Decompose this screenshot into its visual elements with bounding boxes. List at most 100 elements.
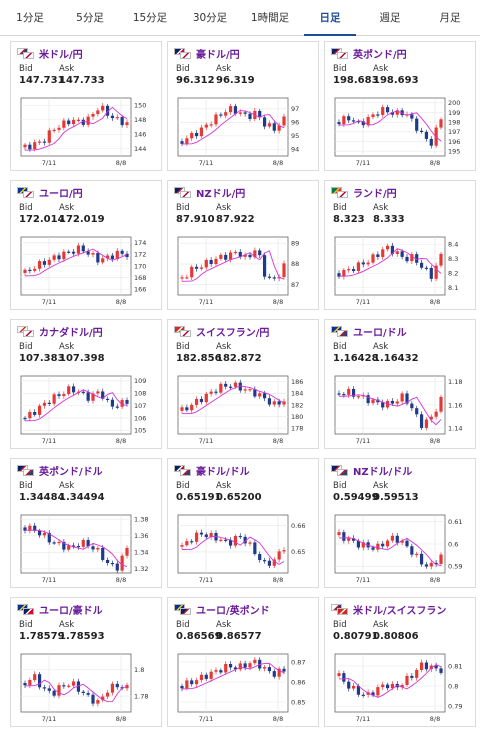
chart-svg: 7/11 8/8 97 96 95 94 — [177, 97, 299, 167]
us-flag-icon — [337, 329, 348, 337]
tab-4[interactable]: 1時間足 — [250, 12, 290, 24]
candle-body — [115, 563, 119, 571]
candle-body — [204, 534, 208, 538]
pair-name-link[interactable]: 米ドル/スイスフラン — [353, 606, 447, 617]
mini-candlestick-chart[interactable]: 7/11 8/8 97 96 95 94 — [168, 94, 320, 170]
candle-body — [371, 114, 375, 118]
candle-body — [356, 121, 361, 123]
pair-name-link[interactable]: 米ドル/円 — [39, 50, 83, 61]
timeframe-tabs: 1分足 5分足 15分足 30分足 1時間足 日足 週足 月足 — [0, 0, 480, 36]
pair-name-link[interactable]: ユーロ/ドル — [353, 328, 407, 339]
rate-card[interactable]: ユーロ/円 Bid Ask 172.014 172.019 7/11 8/8 174 172 17… — [10, 180, 162, 310]
y-tick-label: 1.18 — [448, 378, 462, 386]
mini-candlestick-chart[interactable]: 7/11 8/8 186 184 182 180 178 — [168, 372, 320, 448]
bid-label: Bid — [176, 64, 190, 74]
mini-candlestick-chart[interactable]: 7/11 8/8 1.38 1.36 1.34 1.32 — [11, 511, 163, 587]
candle-body — [190, 132, 194, 139]
pair-name-link[interactable]: 豪ドル/円 — [196, 50, 240, 61]
pair-name-link[interactable]: ユーロ/円 — [39, 189, 83, 200]
candle-body — [410, 546, 414, 555]
candle-body — [277, 401, 281, 405]
rate-card[interactable]: NZドル/円 Bid Ask 87.910 87.922 7/11 8/8 89 88 87 — [167, 180, 319, 310]
rate-card[interactable]: 英ポンド/円 Bid Ask 198.683 198.693 7/11 8/8 200 199 1… — [324, 41, 476, 171]
candle-body — [105, 105, 110, 116]
x-tick-label: 8/8 — [273, 437, 283, 445]
rate-card[interactable]: 米ドル/スイスフラン Bid Ask 0.80791 0.80806 7/11 8/8 0.8… — [324, 597, 476, 727]
candle-body — [91, 253, 95, 255]
candle-body — [356, 396, 361, 398]
tab-6[interactable]: 週足 — [379, 12, 401, 24]
pair-name-link[interactable]: カナダドル/円 — [39, 328, 103, 339]
currency-flag-icon — [331, 464, 349, 477]
y-tick-label: 1.16 — [448, 401, 462, 409]
candle-body — [23, 269, 27, 273]
tab-0[interactable]: 1分足 — [16, 12, 44, 24]
ask-label: Ask — [373, 342, 389, 352]
candle-body — [376, 543, 380, 550]
mini-candlestick-chart[interactable]: 7/11 8/8 1.18 1.16 1.14 — [325, 372, 477, 448]
plot-frame — [177, 97, 289, 157]
candle-body — [185, 541, 189, 546]
rate-card[interactable]: 米ドル/円 Bid Ask 147.731 147.733 7/11 8/8 150 148 14… — [10, 41, 162, 171]
x-tick-label: 7/11 — [42, 437, 57, 445]
mini-candlestick-chart[interactable]: 7/11 8/8 109 108 107 106 105 — [11, 372, 163, 448]
candle-body — [190, 541, 194, 543]
candle-body — [238, 663, 242, 670]
candle-body — [376, 254, 380, 257]
pair-name-link[interactable]: NZドル/円 — [196, 189, 246, 200]
tab-1[interactable]: 5分足 — [76, 12, 104, 24]
candle-body — [385, 540, 390, 547]
candle-body — [71, 119, 76, 125]
mini-candlestick-chart[interactable]: 7/11 8/8 200 199 198 197 196 195 — [325, 94, 477, 170]
candle-body — [424, 131, 429, 139]
nz-flag-icon — [174, 186, 185, 194]
candle-body — [272, 559, 276, 566]
mini-candlestick-chart[interactable]: 7/11 8/8 0.87 0.86 0.85 — [168, 650, 320, 726]
x-tick-label: 7/11 — [356, 159, 371, 167]
tab-3[interactable]: 30分足 — [192, 12, 228, 24]
tab-2[interactable]: 15分足 — [132, 12, 168, 24]
candle-body — [120, 117, 124, 126]
y-tick-label: 170 — [134, 262, 146, 270]
pair-name-link[interactable]: ランド/円 — [353, 189, 397, 200]
pair-name-link[interactable]: 英ポンド/円 — [353, 50, 407, 61]
candle-body — [105, 692, 110, 697]
pair-name-link[interactable]: ユーロ/英ポンド — [196, 606, 270, 617]
tab-5[interactable]: 日足 — [300, 0, 360, 36]
candle-body — [81, 119, 85, 125]
candle-body — [228, 252, 233, 260]
rate-card[interactable]: ランド/円 Bid Ask 8.323 8.333 7/11 8/8 8.4 8.3 8.2 8.1 — [324, 180, 476, 310]
rate-card[interactable]: 英ポンド/ドル Bid Ask 1.34484 1.34494 7/11 8/8 1.38 1.… — [10, 458, 162, 588]
tab-7[interactable]: 月足 — [439, 12, 461, 24]
mini-candlestick-chart[interactable]: 7/11 8/8 0.81 0.8 0.79 — [325, 650, 477, 726]
rate-card[interactable]: スイスフラン/円 Bid Ask 182.856 182.872 7/11 8/8 186 18… — [167, 319, 319, 449]
rate-card[interactable]: NZドル/ドル Bid Ask 0.59499 0.59513 7/11 8/8 0.61 0.… — [324, 458, 476, 588]
rate-card[interactable]: カナダドル/円 Bid Ask 107.383 107.398 7/11 8/8 109 108… — [10, 319, 162, 449]
mini-candlestick-chart[interactable]: 7/11 8/8 174 172 170 168 166 — [11, 233, 163, 309]
candle-body — [233, 106, 238, 114]
mini-candlestick-chart[interactable]: 7/11 8/8 150 148 146 144 — [11, 94, 163, 170]
mini-candlestick-chart[interactable]: 7/11 8/8 89 88 87 — [168, 233, 320, 309]
rate-card[interactable]: ユーロ/ドル Bid Ask 1.16428 1.16432 7/11 8/8 1.18 1.1… — [324, 319, 476, 449]
x-tick-label: 7/11 — [42, 576, 57, 584]
mini-candlestick-chart[interactable]: 7/11 8/8 0.66 0.65 — [168, 511, 320, 587]
pair-name-link[interactable]: NZドル/ドル — [353, 467, 413, 478]
candle-body — [390, 245, 395, 254]
pair-name-link[interactable]: ユーロ/豪ドル — [39, 606, 103, 617]
mini-candlestick-chart[interactable]: 7/11 8/8 0.61 0.6 0.59 — [325, 511, 477, 587]
rate-card[interactable]: ユーロ/豪ドル Bid Ask 1.78579 1.78593 7/11 8/8 1.8 1.7… — [10, 597, 162, 727]
candle-body — [395, 401, 399, 404]
candle-body — [42, 532, 47, 536]
quote-values: 1.34484 1.34494 — [19, 492, 105, 503]
pair-name-link[interactable]: スイスフラン/円 — [196, 328, 270, 339]
rate-card[interactable]: 豪ドル/ドル Bid Ask 0.65191 0.65200 7/11 8/8 0.66 0.6… — [167, 458, 319, 588]
card-header: ユーロ/英ポンド — [174, 602, 314, 617]
rate-card[interactable]: 豪ドル/円 Bid Ask 96.312 96.319 7/11 8/8 97 96 95 94 — [167, 41, 319, 171]
pair-name-link[interactable]: 英ポンド/ドル — [39, 467, 103, 478]
pair-name-link[interactable]: 豪ドル/ドル — [196, 467, 250, 478]
mini-candlestick-chart[interactable]: 7/11 8/8 1.8 1.78 — [11, 650, 163, 726]
rate-card[interactable]: ユーロ/英ポンド Bid Ask 0.86569 0.86577 7/11 8/8 0.87 0… — [167, 597, 319, 727]
mini-candlestick-chart[interactable]: 7/11 8/8 8.4 8.3 8.2 8.1 — [325, 233, 477, 309]
bid-value: 172.014 — [19, 214, 65, 225]
candle-body — [400, 684, 404, 688]
